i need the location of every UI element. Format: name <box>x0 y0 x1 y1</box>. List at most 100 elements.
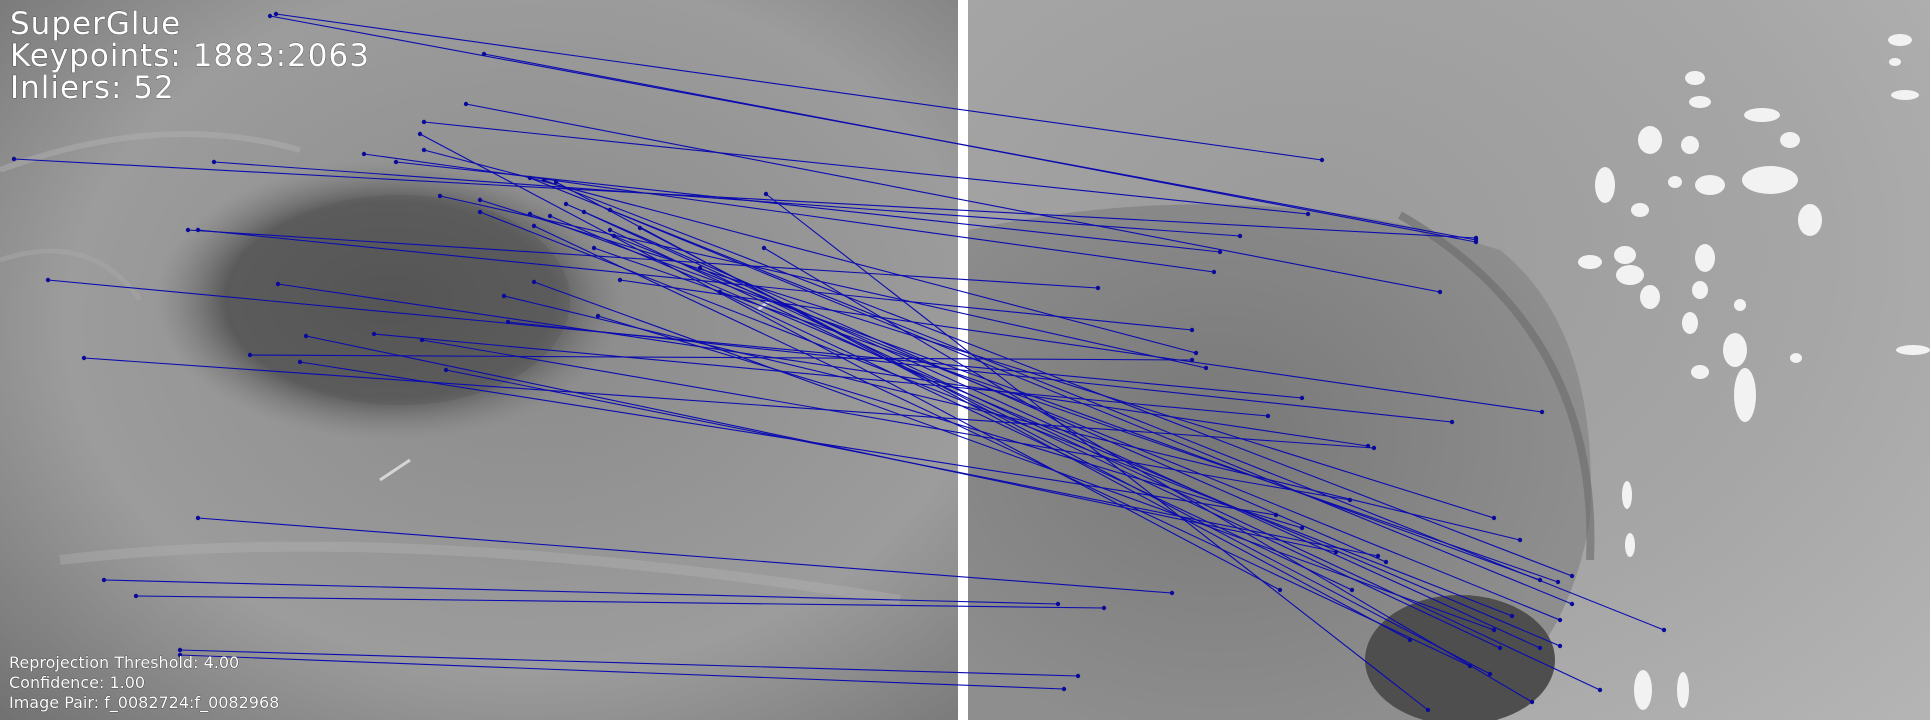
keypoint-marker <box>1277 587 1283 593</box>
match-line <box>445 369 1379 557</box>
keypoint-marker <box>185 227 191 233</box>
keypoint-marker <box>477 209 483 215</box>
keypoint-marker <box>371 331 377 337</box>
keypoint-marker <box>275 281 281 287</box>
match-lines <box>13 13 1665 711</box>
left-image <box>0 0 958 720</box>
keypoint-marker <box>463 101 469 107</box>
keypoint-marker <box>361 151 367 157</box>
match-line <box>613 235 1561 621</box>
match-line <box>533 225 1471 667</box>
keypoint-marker <box>717 289 723 295</box>
match-line <box>479 199 1495 519</box>
keypoint-marker <box>617 277 623 283</box>
keypoint-marker <box>477 197 483 203</box>
keypoint-marker <box>133 593 139 599</box>
match-line <box>533 281 1495 631</box>
keypoint-marker <box>195 515 201 521</box>
match-line <box>583 211 1541 649</box>
method-title: SuperGlue <box>10 6 181 42</box>
keypoint-marker <box>437 193 443 199</box>
keypoint-marker <box>297 359 303 365</box>
keypoint-marker <box>101 577 107 583</box>
match-line <box>103 579 1059 605</box>
keypoint-marker <box>553 179 559 185</box>
keypoint-marker <box>1569 573 1575 579</box>
confidence-value: Confidence: 1.00 <box>9 673 145 692</box>
match-line <box>13 158 1477 239</box>
keypoint-marker <box>1347 497 1353 503</box>
match-line <box>439 195 1207 369</box>
match-line <box>179 649 1079 677</box>
match-line <box>719 291 1353 591</box>
right-image <box>968 0 1930 720</box>
keypoint-marker <box>1305 211 1311 217</box>
keypoints-count: Keypoints: 1883:2063 <box>10 38 370 74</box>
image-pair: Image Pair: f_0082724:f_0082968 <box>9 693 279 713</box>
keypoint-marker <box>1189 357 1195 363</box>
keypoint-marker <box>1557 617 1563 623</box>
match-line <box>597 315 1303 529</box>
match-line <box>179 654 1065 690</box>
keypoint-marker <box>1319 157 1325 163</box>
keypoint-marker <box>303 333 309 339</box>
match-line <box>593 247 1559 583</box>
keypoint-marker <box>1473 235 1479 241</box>
keypoint-marker <box>527 175 533 181</box>
keypoint-marker <box>763 191 769 197</box>
keypoint-marker <box>417 131 423 137</box>
keypoint-marker <box>1349 587 1355 593</box>
keypoint-marker <box>1193 350 1199 356</box>
keypoint-marker <box>501 293 507 299</box>
keypoint-marker <box>1425 707 1431 713</box>
match-line <box>421 339 1351 501</box>
keypoint-marker <box>1273 512 1279 518</box>
keypoint-marker <box>1407 637 1413 643</box>
keypoint-marker <box>1375 553 1381 559</box>
keypoint-marker <box>697 265 703 271</box>
keypoint-marker <box>1491 627 1497 633</box>
match-line <box>507 321 1453 423</box>
keypoint-marker <box>1265 413 1271 419</box>
match-line <box>187 229 1099 289</box>
keypoint-marker <box>563 201 569 207</box>
keypoint-marker <box>1237 233 1243 239</box>
keypoint-marker <box>1101 605 1107 611</box>
keypoint-marker <box>177 652 183 658</box>
match-line <box>765 193 1429 711</box>
keypoint-marker <box>607 227 613 233</box>
match-line <box>83 357 1375 449</box>
keypoint-marker <box>393 159 399 165</box>
keypoint-marker <box>1539 409 1545 415</box>
keypoint-marker <box>1529 699 1535 705</box>
keypoint-marker <box>273 11 279 17</box>
keypoint-marker <box>547 213 553 219</box>
keypoint-marker <box>1189 327 1195 333</box>
keypoint-marker <box>45 277 51 283</box>
keypoint-marker <box>419 337 425 343</box>
keypoint-marker <box>1473 239 1479 245</box>
keypoint-marker <box>1055 601 1061 607</box>
keypoint-marker <box>1661 627 1667 633</box>
match-line <box>135 595 1105 609</box>
match-line <box>373 333 1269 417</box>
keypoint-marker <box>1169 590 1175 596</box>
keypoints <box>11 11 1667 713</box>
keypoint-marker <box>531 223 537 229</box>
match-line <box>763 247 1533 703</box>
match-line <box>543 179 1573 577</box>
match-line <box>197 517 1173 594</box>
keypoint-marker <box>591 245 597 251</box>
keypoint-marker <box>1449 419 1455 425</box>
keypoint-marker <box>1299 525 1305 531</box>
match-line <box>549 215 1561 647</box>
match-line <box>639 227 1491 675</box>
keypoint-marker <box>1555 579 1561 585</box>
match-line <box>395 161 1221 253</box>
keypoint-marker <box>761 245 767 251</box>
match-line <box>529 177 1665 631</box>
keypoint-marker <box>211 159 217 165</box>
keypoint-marker <box>1517 537 1523 543</box>
keypoint-marker <box>195 227 201 233</box>
keypoint-marker <box>247 352 253 358</box>
